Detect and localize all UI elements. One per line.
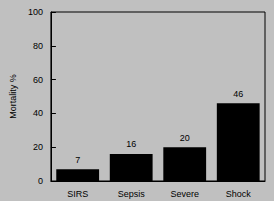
svg-text:60: 60 (33, 75, 43, 85)
svg-text:20: 20 (33, 142, 43, 152)
svg-text:20: 20 (180, 133, 190, 143)
svg-text:100: 100 (28, 7, 43, 17)
svg-text:Mortality %: Mortality % (8, 74, 18, 119)
svg-text:16: 16 (126, 139, 136, 149)
svg-text:Severe: Severe (170, 189, 199, 199)
svg-text:46: 46 (233, 89, 243, 99)
svg-text:Sepsis: Sepsis (118, 189, 146, 199)
svg-text:40: 40 (33, 108, 43, 118)
svg-text:80: 80 (33, 41, 43, 51)
svg-text:Shock: Shock (226, 189, 252, 199)
svg-text:0: 0 (38, 176, 43, 186)
svg-text:7: 7 (75, 155, 80, 165)
svg-text:SIRS: SIRS (67, 189, 88, 199)
